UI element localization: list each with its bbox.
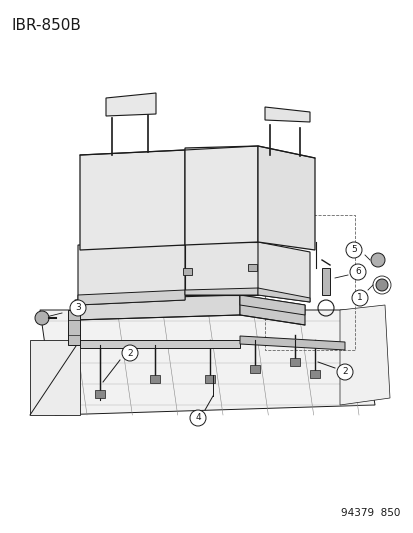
Polygon shape: [257, 288, 309, 302]
Circle shape: [190, 410, 206, 426]
Polygon shape: [240, 295, 304, 315]
Circle shape: [375, 279, 387, 291]
Polygon shape: [80, 340, 240, 348]
Polygon shape: [185, 146, 257, 245]
Circle shape: [351, 290, 367, 306]
Text: 6: 6: [354, 268, 360, 277]
Circle shape: [336, 364, 352, 380]
Polygon shape: [75, 295, 240, 320]
Circle shape: [70, 300, 86, 316]
Polygon shape: [257, 242, 309, 302]
Polygon shape: [249, 365, 259, 373]
Polygon shape: [204, 375, 214, 383]
Polygon shape: [68, 310, 80, 345]
Polygon shape: [240, 295, 304, 325]
Polygon shape: [78, 290, 185, 305]
Text: 94379  850: 94379 850: [340, 508, 399, 518]
Polygon shape: [185, 242, 257, 295]
Polygon shape: [80, 150, 185, 250]
Circle shape: [345, 242, 361, 258]
Polygon shape: [183, 268, 192, 275]
Polygon shape: [247, 264, 256, 271]
Text: 4: 4: [195, 414, 200, 423]
Polygon shape: [240, 336, 344, 350]
Text: 3: 3: [75, 303, 81, 312]
Text: 2: 2: [342, 367, 347, 376]
Circle shape: [35, 311, 49, 325]
Text: 5: 5: [350, 246, 356, 254]
Polygon shape: [78, 245, 185, 305]
Text: 2: 2: [127, 349, 133, 358]
Polygon shape: [309, 370, 319, 378]
Polygon shape: [40, 310, 374, 415]
Circle shape: [122, 345, 138, 361]
Text: IBR-850B: IBR-850B: [12, 18, 82, 33]
Polygon shape: [289, 358, 299, 366]
Polygon shape: [264, 107, 309, 122]
Polygon shape: [257, 146, 314, 250]
Polygon shape: [95, 390, 105, 398]
Polygon shape: [321, 268, 329, 295]
Polygon shape: [185, 288, 257, 295]
Circle shape: [349, 264, 365, 280]
Polygon shape: [150, 375, 159, 383]
Polygon shape: [30, 340, 80, 415]
Polygon shape: [339, 305, 389, 405]
Circle shape: [370, 253, 384, 267]
Polygon shape: [106, 93, 156, 116]
Text: 1: 1: [356, 294, 362, 303]
